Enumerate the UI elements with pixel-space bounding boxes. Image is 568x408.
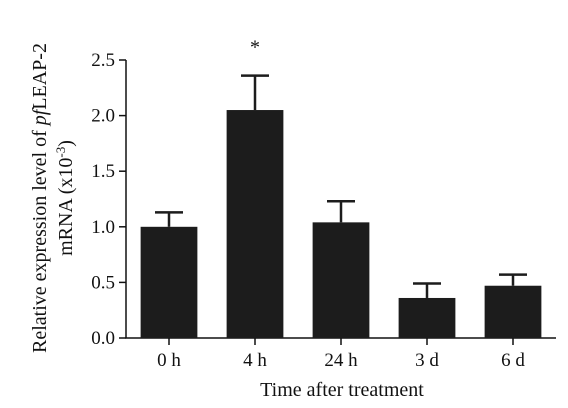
y-axis-title-superscript: -3	[53, 147, 68, 158]
y-axis: 0.0 0.5 1.0 1.5 2.0 2.5	[91, 50, 127, 349]
annotations: *	[250, 37, 260, 59]
y-axis-title-italic: pf	[29, 107, 51, 127]
significance-marker: *	[250, 37, 260, 59]
y-tick-label: 2.5	[91, 50, 115, 71]
bar-4h	[226, 110, 284, 338]
y-tick-label: 1.5	[91, 161, 115, 182]
y-tick-label: 0.0	[91, 328, 115, 349]
y-axis-title-line2-prefix: mRNA (x10	[55, 158, 77, 256]
bar-3d	[398, 297, 456, 338]
x-tick-label: 24 h	[324, 350, 358, 371]
bar-6d	[484, 285, 542, 338]
y-tick-label: 0.5	[91, 272, 115, 293]
y-axis-title-line1-prefix: Relative expression level of	[29, 125, 51, 353]
bar-0h	[140, 226, 198, 338]
bar-24h	[312, 222, 370, 338]
y-tick-label: 1.0	[91, 217, 115, 238]
bars	[140, 74, 542, 338]
x-tick-label: 4 h	[243, 350, 267, 371]
x-axis: 0 h 4 h 24 h 3 d 6 d	[125, 337, 556, 371]
x-axis-title: Time after treatment	[260, 379, 424, 401]
x-tick-label: 0 h	[157, 350, 181, 371]
y-tick-label: 2.0	[91, 106, 115, 127]
y-axis-title-line1: Relative expression level of pfLEAP-2	[29, 43, 51, 353]
y-axis-title-line1-suffix: LEAP-2	[29, 43, 51, 110]
y-axis-title-line2-suffix: )	[55, 140, 77, 147]
x-tick-label: 6 d	[501, 350, 525, 371]
y-axis-title-line2: mRNA (x10-3)	[53, 140, 77, 256]
x-tick-label: 3 d	[415, 350, 439, 371]
